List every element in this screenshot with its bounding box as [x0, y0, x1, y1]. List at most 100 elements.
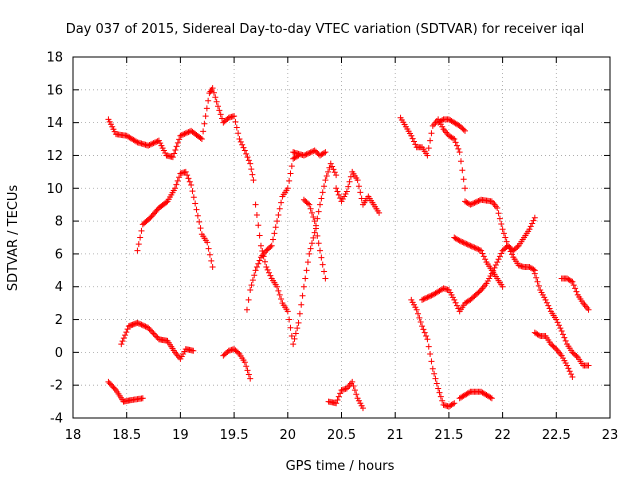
- data-point: [272, 224, 279, 231]
- data-point: [189, 188, 196, 195]
- data-point: [169, 154, 176, 161]
- data-point: [329, 163, 336, 170]
- series-arc-20: [531, 270, 592, 369]
- data-point: [482, 256, 489, 263]
- data-point: [193, 206, 200, 213]
- series-arc-7: [252, 160, 340, 348]
- x-tick-label: 23: [602, 428, 619, 443]
- data-point: [268, 242, 275, 249]
- data-point: [186, 178, 193, 185]
- data-point: [205, 97, 212, 104]
- data-point: [488, 270, 495, 277]
- series-arc-11: [333, 168, 383, 216]
- data-point: [287, 170, 294, 177]
- data-point: [261, 258, 268, 265]
- data-point: [110, 384, 117, 391]
- data-point: [184, 172, 191, 179]
- series-arc-12: [397, 114, 469, 192]
- data-point: [410, 138, 417, 145]
- data-point: [243, 363, 250, 370]
- data-point: [295, 319, 302, 326]
- data-point: [545, 302, 552, 309]
- data-point: [460, 176, 467, 183]
- data-point: [287, 324, 294, 331]
- data-point: [149, 140, 156, 147]
- data-point: [147, 327, 154, 334]
- data-point: [197, 135, 204, 142]
- data-point: [178, 132, 185, 139]
- data-point: [204, 239, 211, 246]
- data-point: [495, 256, 502, 263]
- data-point: [452, 139, 459, 146]
- x-tick-label: 18: [65, 428, 82, 443]
- data-point: [284, 185, 291, 192]
- data-point: [201, 120, 208, 127]
- data-point: [206, 251, 213, 258]
- y-axis-label: SDTVAR / TECUs: [6, 185, 21, 292]
- data-point: [335, 191, 342, 198]
- data-point: [181, 130, 188, 137]
- data-point: [317, 247, 324, 254]
- data-point: [449, 135, 456, 142]
- series-arc-5: [220, 346, 254, 382]
- grid: [73, 57, 610, 418]
- data-point: [451, 136, 458, 143]
- data-point: [263, 264, 270, 271]
- data-point: [247, 160, 254, 167]
- series-arc-18: [451, 234, 506, 290]
- data-point: [163, 199, 170, 206]
- data-point: [508, 251, 515, 258]
- data-point: [514, 243, 521, 250]
- data-point: [173, 181, 180, 188]
- x-tick-label: 19.5: [220, 428, 249, 443]
- data-point: [424, 294, 431, 301]
- data-point: [468, 201, 475, 208]
- data-point: [241, 147, 248, 154]
- data-point: [274, 218, 281, 225]
- data-point: [321, 268, 328, 275]
- data-point: [546, 305, 553, 312]
- data-point: [453, 302, 460, 309]
- data-point: [276, 291, 283, 298]
- data-point: [184, 129, 191, 136]
- data-point: [326, 164, 333, 171]
- series-arc-17: [462, 196, 538, 254]
- data-point: [492, 261, 499, 268]
- x-tick-label: 20: [280, 428, 297, 443]
- data-point: [241, 359, 248, 366]
- data-point: [420, 326, 427, 333]
- data-point: [153, 333, 160, 340]
- data-point: [245, 371, 252, 378]
- data-point: [188, 181, 195, 188]
- data-point: [308, 209, 315, 216]
- data-point: [449, 401, 456, 408]
- data-point: [248, 166, 255, 173]
- data-point: [419, 323, 426, 330]
- data-point: [572, 285, 579, 292]
- data-point: [217, 111, 224, 118]
- data-point: [560, 331, 567, 338]
- data-point: [346, 178, 353, 185]
- data-point: [478, 247, 485, 254]
- data-point: [244, 154, 251, 161]
- data-point: [533, 274, 540, 281]
- data-point: [311, 229, 318, 236]
- chart-title: Day 037 of 2015, Sidereal Day-to-day VTE…: [66, 22, 585, 37]
- data-point: [286, 316, 293, 323]
- data-point: [145, 324, 152, 331]
- data-point: [306, 149, 313, 156]
- data-point: [333, 172, 340, 179]
- data-point: [208, 257, 215, 264]
- data-point: [345, 183, 352, 190]
- data-point: [557, 325, 564, 332]
- x-tick-label: 20.5: [327, 428, 356, 443]
- data-point: [542, 296, 549, 303]
- data-point: [425, 293, 432, 300]
- data-point: [304, 150, 311, 157]
- data-point: [322, 177, 329, 184]
- data-point: [526, 226, 533, 233]
- data-point: [569, 373, 576, 380]
- y-tick-label: 18: [46, 51, 63, 66]
- data-point: [487, 394, 494, 401]
- data-point: [471, 244, 478, 251]
